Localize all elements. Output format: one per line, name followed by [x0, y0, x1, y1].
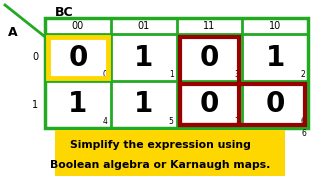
- Text: 00: 00: [72, 21, 84, 31]
- Text: 2: 2: [300, 70, 305, 79]
- Text: 1: 1: [169, 70, 173, 79]
- Bar: [45, 18, 308, 128]
- Text: 1: 1: [32, 100, 38, 109]
- Bar: [180, 84, 305, 125]
- Text: Boolean algebra or Karnaugh maps.: Boolean algebra or Karnaugh maps.: [50, 160, 270, 170]
- Text: 10: 10: [269, 21, 281, 31]
- Text: 3: 3: [234, 70, 239, 79]
- Text: 1: 1: [266, 44, 285, 71]
- Text: 11: 11: [203, 21, 215, 31]
- Text: 0: 0: [103, 70, 108, 79]
- Text: 1: 1: [134, 91, 153, 118]
- Text: 1: 1: [134, 44, 153, 71]
- Text: 1: 1: [68, 91, 87, 118]
- Text: 0: 0: [200, 91, 219, 118]
- Text: 4: 4: [103, 117, 108, 126]
- Bar: [48, 37, 108, 78]
- Text: 6: 6: [300, 117, 305, 126]
- Text: 0: 0: [200, 44, 219, 71]
- Text: 0: 0: [68, 44, 88, 71]
- Bar: [55, 130, 285, 176]
- Text: 7: 7: [234, 117, 239, 126]
- Text: 0: 0: [32, 53, 38, 62]
- Text: 0: 0: [265, 91, 285, 118]
- Text: 6: 6: [301, 129, 306, 138]
- Text: Simplify the expression using: Simplify the expression using: [69, 140, 251, 150]
- Text: A: A: [8, 26, 18, 39]
- Text: BC: BC: [55, 6, 74, 19]
- Text: 5: 5: [169, 117, 173, 126]
- Bar: [180, 37, 239, 125]
- Text: 01: 01: [138, 21, 150, 31]
